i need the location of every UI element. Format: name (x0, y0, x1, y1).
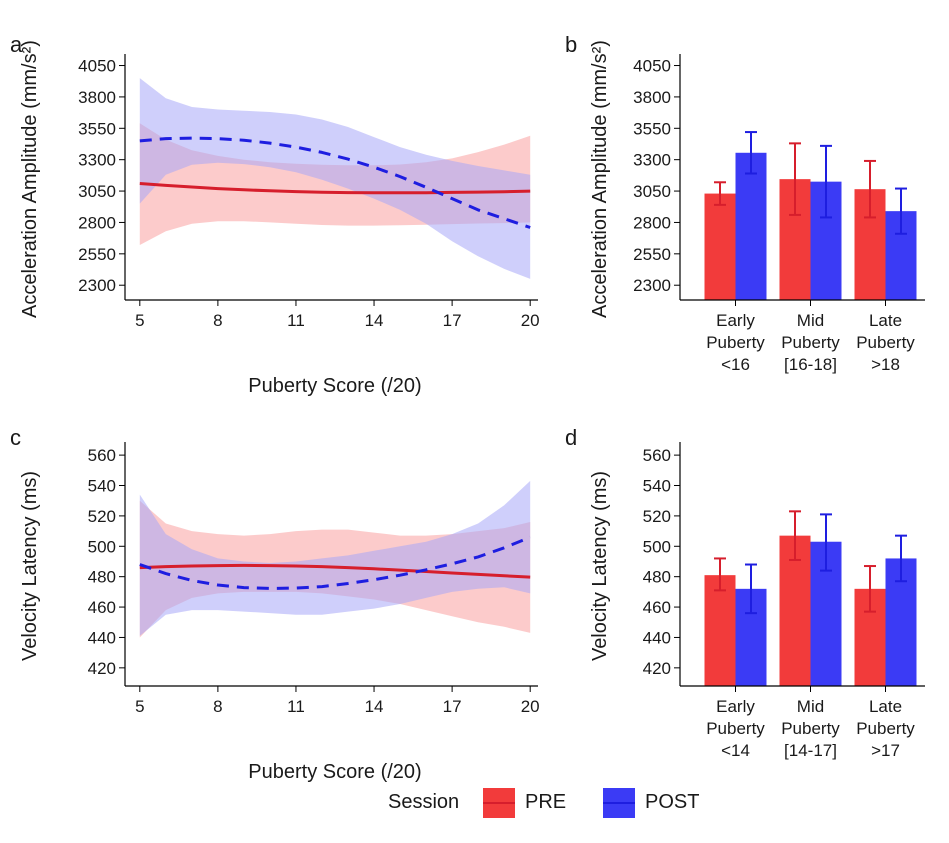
y-tick-label: 440 (88, 628, 116, 647)
y-tick-label: 420 (643, 659, 671, 678)
x-tick-label: 17 (443, 311, 462, 330)
x-tick-label: 5 (135, 697, 144, 716)
fit-line-post (139, 535, 531, 590)
y-tick-label: 480 (643, 568, 671, 587)
legend-label-pre: PRE (525, 791, 566, 813)
x-tick-label: 20 (521, 311, 540, 330)
bar-pre (704, 193, 736, 300)
x-tick-label: 11 (287, 697, 305, 716)
fit-line-pre (139, 182, 531, 195)
y-tick-label: 440 (643, 628, 671, 647)
y-tick-label: 2550 (78, 245, 116, 264)
bar-pre (704, 575, 736, 686)
y-tick-label: 420 (88, 659, 116, 678)
y-tick-label: 560 (88, 446, 116, 465)
x-tick-label: 17 (443, 697, 462, 716)
y-tick-label: 2550 (633, 245, 671, 264)
x-tick-label: Mid (797, 311, 824, 330)
chart-text: a 2300 2550 2800 3050 3300 3550 3800 4050 Acceler… (10, 32, 915, 813)
y-tick-label: 2300 (78, 276, 116, 295)
y-tick-label: 3800 (78, 88, 116, 107)
x-tick-label: 14 (365, 697, 384, 716)
x-tick-label: <16 (721, 355, 750, 374)
x-tick-label: 5 (135, 311, 144, 330)
ci-band-post (139, 78, 531, 279)
y-tick-label: 500 (88, 537, 116, 556)
x-tick-label: <14 (721, 741, 750, 760)
y-tick-label: 460 (643, 598, 671, 617)
legend-label-post: POST (645, 791, 699, 813)
y-tick-label: 4050 (633, 57, 671, 76)
y-axis-title: Acceleration Amplitude (mm/s²) (589, 40, 611, 318)
y-tick-label: 3550 (78, 119, 116, 138)
x-tick-label: 11 (287, 311, 305, 330)
x-tick-label: 14 (365, 311, 384, 330)
chart-axes (119, 54, 925, 692)
y-tick-label: 480 (88, 568, 116, 587)
y-tick-label: 540 (643, 477, 671, 496)
x-tick-label: 8 (213, 311, 222, 330)
x-tick-label: Puberty (856, 333, 915, 352)
x-tick-label: Puberty (781, 719, 840, 738)
y-axis-title: Velocity Latency (ms) (589, 471, 611, 661)
y-tick-label: 3800 (633, 88, 671, 107)
chart-marks (139, 131, 917, 818)
x-tick-label: [16-18] (784, 355, 837, 374)
confidence-bands (139, 78, 531, 638)
legend-title: Session (388, 791, 459, 813)
x-tick-label: >17 (871, 741, 900, 760)
x-tick-label: Puberty (856, 719, 915, 738)
x-tick-label: Early (716, 697, 755, 716)
x-tick-label: Mid (797, 697, 824, 716)
y-tick-label: 460 (88, 598, 116, 617)
x-tick-label: Puberty (706, 719, 765, 738)
y-tick-label: 560 (643, 446, 671, 465)
y-tick-label: 3050 (78, 182, 116, 201)
y-tick-label: 4050 (78, 57, 116, 76)
panel-letter-c: c (10, 425, 21, 450)
x-axis-title: Puberty Score (/20) (248, 761, 421, 783)
ci-band-post (139, 480, 531, 636)
y-tick-label: 3050 (633, 182, 671, 201)
x-tick-label: Puberty (706, 333, 765, 352)
y-tick-label: 2800 (633, 213, 671, 232)
y-tick-label: 520 (643, 507, 671, 526)
y-tick-label: 3300 (633, 151, 671, 170)
y-tick-label: 3550 (633, 119, 671, 138)
panel-letter-b: b (565, 32, 577, 57)
y-tick-label: 2300 (633, 276, 671, 295)
y-tick-label: 520 (88, 507, 116, 526)
y-axis-title: Acceleration Amplitude (mm/s²) (19, 40, 41, 318)
y-tick-label: 540 (88, 477, 116, 496)
x-tick-label: Early (716, 311, 755, 330)
x-axis-title: Puberty Score (/20) (248, 375, 421, 397)
x-tick-label: Late (869, 311, 902, 330)
panel-letter-a: a (10, 32, 23, 57)
bar-post (735, 152, 767, 300)
x-tick-label: [14-17] (784, 741, 837, 760)
x-tick-label: Puberty (781, 333, 840, 352)
x-tick-label: >18 (871, 355, 900, 374)
panel-letter-d: d (565, 425, 577, 450)
fit-line-pre (139, 563, 531, 579)
x-tick-label: 20 (521, 697, 540, 716)
x-tick-label: Late (869, 697, 902, 716)
fit-line-post (139, 136, 531, 229)
y-tick-label: 3300 (78, 151, 116, 170)
x-tick-label: 8 (213, 697, 222, 716)
y-tick-label: 500 (643, 537, 671, 556)
y-axis-title: Velocity Latency (ms) (19, 471, 41, 661)
y-tick-label: 2800 (78, 213, 116, 232)
